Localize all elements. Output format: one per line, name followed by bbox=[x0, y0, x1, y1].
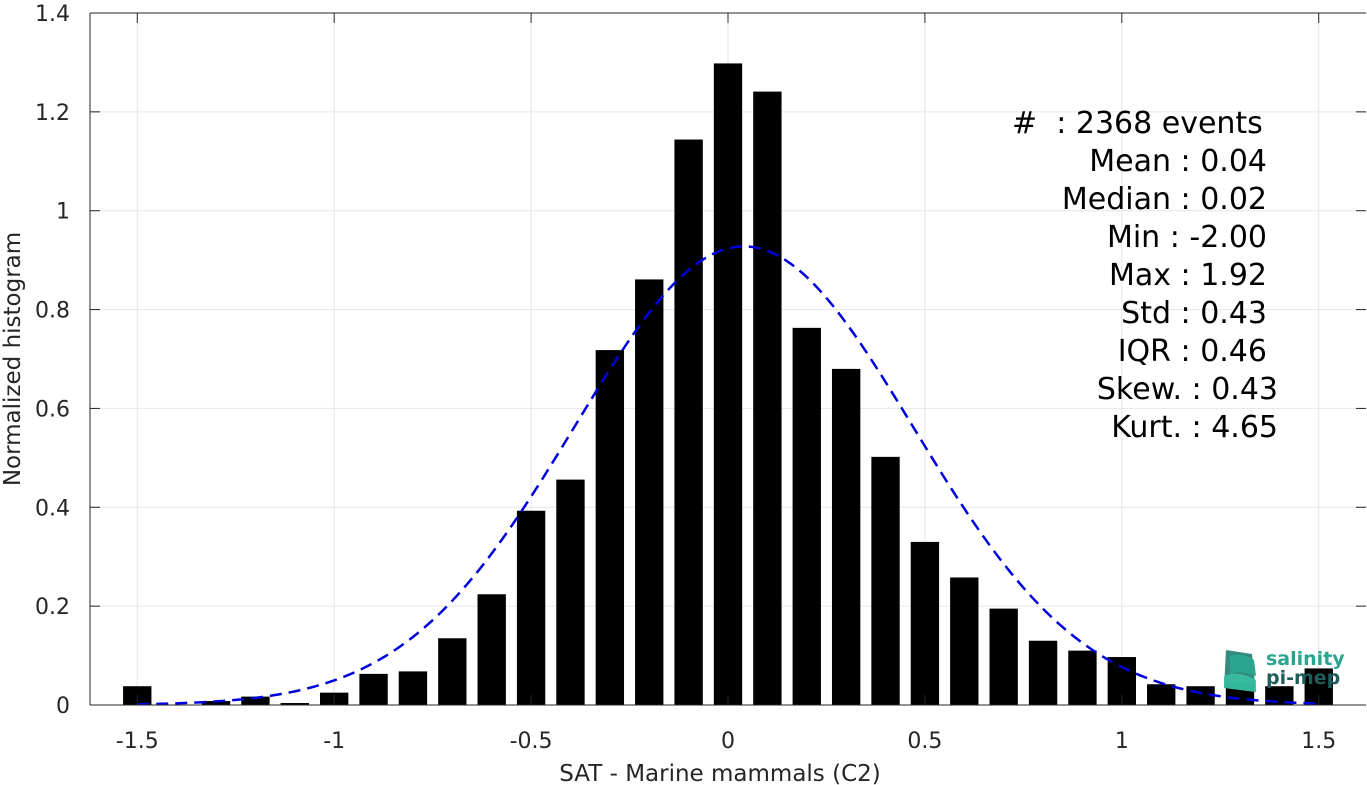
y-tick-label: 1.2 bbox=[35, 101, 70, 126]
y-axis-label: Normalized histogram bbox=[0, 232, 26, 486]
wave-logo-icon bbox=[1224, 650, 1256, 692]
histogram-bar bbox=[753, 91, 782, 705]
x-tick-label: -1.5 bbox=[116, 729, 159, 754]
x-tick-label: 1 bbox=[1115, 729, 1129, 754]
stat-count: # : 2368 events bbox=[1012, 106, 1263, 141]
histogram-bar bbox=[1028, 640, 1058, 705]
histogram-bar bbox=[1147, 684, 1176, 705]
x-tick-label: 0.5 bbox=[907, 729, 942, 754]
x-axis-label: SAT - Marine mammals (C2) bbox=[559, 761, 881, 785]
stat-max: Max : 1.92 bbox=[1109, 258, 1267, 293]
histogram-bar bbox=[989, 608, 1018, 705]
logo-text-pimep: pi-mep bbox=[1266, 667, 1341, 689]
x-axis-ticks: -1.5 -1 -0.5 0 0.5 1 1.5 bbox=[116, 13, 1336, 754]
histogram-bar bbox=[595, 350, 625, 705]
stat-kurt: Kurt. : 4.65 bbox=[1111, 410, 1278, 445]
histogram-bar bbox=[516, 510, 546, 705]
salinity-pimep-logo: salinity pi-mep bbox=[1220, 646, 1350, 696]
histogram-bar bbox=[556, 479, 585, 705]
stat-mean: Mean : 0.04 bbox=[1089, 144, 1267, 179]
stat-median: Median : 0.02 bbox=[1061, 182, 1267, 217]
histogram-bar bbox=[280, 703, 309, 705]
histogram-bar bbox=[792, 327, 821, 705]
histogram-bar bbox=[438, 638, 467, 705]
stat-std: Std : 0.43 bbox=[1121, 296, 1267, 331]
histogram-bar bbox=[713, 63, 743, 706]
stat-min: Min : -2.00 bbox=[1106, 220, 1267, 255]
histogram-bar bbox=[910, 541, 940, 705]
y-tick-label: 0.8 bbox=[35, 299, 70, 324]
x-tick-label: -1 bbox=[323, 729, 345, 754]
x-tick-label: -0.5 bbox=[510, 729, 553, 754]
y-tick-label: 0.6 bbox=[35, 397, 70, 422]
histogram-bar bbox=[241, 696, 270, 705]
stat-iqr: IQR : 0.46 bbox=[1117, 334, 1267, 369]
histogram-bar bbox=[201, 701, 231, 705]
histogram-bars bbox=[123, 63, 1333, 706]
stat-skew: Skew. : 0.43 bbox=[1096, 372, 1278, 407]
x-tick-label: 0 bbox=[721, 729, 735, 754]
x-tick-label: 1.5 bbox=[1301, 729, 1336, 754]
normal-fit-curve bbox=[137, 245, 1319, 706]
histogram-bar bbox=[871, 456, 900, 705]
histogram-bar bbox=[831, 368, 861, 705]
histogram-bar bbox=[674, 139, 703, 706]
histogram-bar bbox=[635, 279, 664, 705]
histogram-bar bbox=[477, 594, 506, 705]
y-tick-label: 0.2 bbox=[35, 595, 70, 620]
logo-text-salinity: salinity bbox=[1266, 648, 1345, 670]
histogram-bar bbox=[398, 671, 428, 705]
y-tick-label: 1 bbox=[56, 200, 70, 225]
y-tick-label: 0 bbox=[56, 694, 70, 719]
histogram-bar bbox=[1068, 650, 1097, 705]
y-tick-label: 0.4 bbox=[35, 496, 70, 521]
histogram-bar bbox=[359, 673, 388, 705]
histogram-bar bbox=[950, 577, 979, 705]
y-axis-ticks: 0 0.2 0.4 0.6 0.8 1 1.2 1.4 bbox=[35, 2, 1366, 719]
y-tick-label: 1.4 bbox=[35, 2, 70, 27]
